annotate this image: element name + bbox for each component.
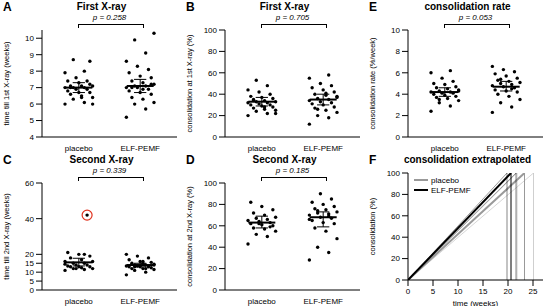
svg-text:ELF-PEMF: ELF-PEMF: [120, 144, 160, 153]
html-text:placebo: placebo: [431, 175, 459, 185]
svg-text:0: 0: [406, 287, 411, 296]
svg-text:5: 5: [30, 277, 35, 286]
svg-text:ELF-PEMF: ELF-PEMF: [120, 297, 160, 306]
svg-text:consolidation (%): consolidation (%): [368, 197, 377, 255]
svg-text:6: 6: [30, 100, 35, 109]
svg-text:20: 20: [504, 287, 513, 296]
svg-text:2: 2: [396, 111, 401, 120]
html-text:E: E: [369, 0, 377, 14]
svg-text:60: 60: [391, 212, 400, 221]
svg-text:time (weeks): time (weeks): [453, 299, 499, 306]
svg-text:5: 5: [431, 287, 436, 296]
svg-text:8: 8: [396, 47, 401, 56]
svg-text:20: 20: [25, 250, 34, 259]
svg-text:ELF-PEMF: ELF-PEMF: [303, 144, 343, 153]
svg-text:10: 10: [454, 287, 463, 296]
svg-text:10: 10: [25, 34, 34, 43]
svg-text:0: 0: [213, 133, 218, 142]
svg-text:100: 100: [387, 169, 401, 178]
svg-text:15: 15: [25, 259, 34, 268]
svg-text:40: 40: [25, 215, 34, 224]
html-text:First X-ray: First X-ray: [259, 1, 310, 12]
svg-text:placebo: placebo: [431, 144, 460, 153]
svg-text:80: 80: [208, 47, 217, 56]
html-text:p = 0.258: p = 0.258: [92, 13, 127, 22]
svg-text:time till 2nd X-ray (weeks): time till 2nd X-ray (weeks): [8, 193, 11, 280]
html-text:p = 0.705: p = 0.705: [275, 13, 310, 22]
svg-text:60: 60: [25, 179, 34, 188]
svg-text:100: 100: [204, 179, 218, 188]
svg-text:placebo: placebo: [65, 144, 94, 153]
svg-text:consolidation at 2nd X-ray (%): consolidation at 2nd X-ray (%): [185, 186, 194, 287]
svg-text:9: 9: [30, 51, 35, 60]
svg-text:5: 5: [30, 116, 35, 125]
svg-text:placebo: placebo: [248, 297, 277, 306]
svg-text:15: 15: [479, 287, 488, 296]
svg-text:8: 8: [30, 67, 35, 76]
svg-text:10: 10: [25, 268, 34, 277]
html-text:p = 0.053: p = 0.053: [458, 13, 493, 22]
svg-text:80: 80: [391, 190, 400, 199]
html-text:D: D: [186, 153, 195, 167]
html-text:B: B: [186, 0, 195, 14]
html-text:consolidation rate: consolidation rate: [424, 1, 511, 12]
svg-text:ELF-PEMF: ELF-PEMF: [486, 144, 526, 153]
svg-text:4: 4: [396, 90, 401, 99]
svg-text:0: 0: [396, 133, 401, 142]
svg-text:4: 4: [30, 133, 35, 142]
svg-text:7: 7: [30, 83, 35, 92]
svg-text:10: 10: [391, 26, 400, 35]
svg-text:40: 40: [391, 233, 400, 242]
svg-text:20: 20: [208, 264, 217, 273]
html-text:First X-ray: First X-ray: [76, 1, 127, 12]
svg-text:60: 60: [208, 222, 217, 231]
html-text:C: C: [3, 153, 12, 167]
svg-text:20: 20: [391, 254, 400, 263]
html-text:Second X-ray: Second X-ray: [252, 154, 317, 165]
svg-text:6: 6: [396, 69, 401, 78]
svg-text:0: 0: [213, 286, 218, 295]
svg-text:100: 100: [204, 26, 218, 35]
html-text:A: A: [3, 0, 12, 14]
svg-text:0: 0: [30, 286, 35, 295]
svg-text:40: 40: [208, 90, 217, 99]
svg-text:placebo: placebo: [65, 297, 94, 306]
html-text:p = 0.185: p = 0.185: [275, 166, 310, 175]
html-text:consolidation extrapolated: consolidation extrapolated: [403, 154, 532, 165]
svg-text:60: 60: [208, 69, 217, 78]
svg-text:consolidation at 1st X-ray (%): consolidation at 1st X-ray (%): [185, 34, 194, 132]
svg-text:time till 1st X-ray (weeks): time till 1st X-ray (weeks): [8, 41, 11, 125]
svg-text:40: 40: [208, 243, 217, 252]
html-text:Second X-ray: Second X-ray: [69, 154, 134, 165]
html-text:ELF-PEMF: ELF-PEMF: [431, 185, 471, 195]
html-text:p = 0.339: p = 0.339: [92, 166, 127, 175]
svg-text:25: 25: [529, 287, 538, 296]
svg-text:ELF-PEMF: ELF-PEMF: [303, 297, 343, 306]
html-text:F: F: [369, 153, 377, 167]
svg-text:20: 20: [208, 111, 217, 120]
svg-text:consolidation rate (%/week): consolidation rate (%/week): [368, 37, 377, 130]
svg-text:80: 80: [208, 200, 217, 209]
svg-text:placebo: placebo: [248, 144, 277, 153]
svg-text:0: 0: [396, 276, 401, 285]
